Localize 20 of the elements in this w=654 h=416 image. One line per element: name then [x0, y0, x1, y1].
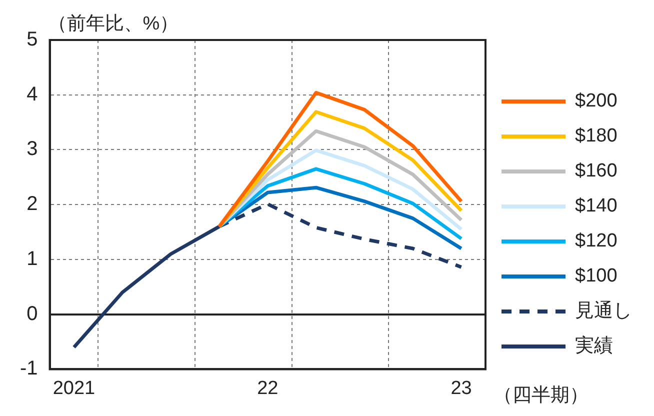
y-tick-label: -1 — [20, 358, 38, 380]
legend-label: $120 — [575, 230, 618, 252]
x-tick-label: 22 — [257, 378, 278, 399]
legend-label: $180 — [575, 126, 618, 147]
y-tick-label: 4 — [26, 83, 38, 106]
y-axis-title: （前年比、%） — [48, 14, 179, 35]
y-tick-label: 1 — [26, 248, 38, 270]
x-tick-label: 23 — [450, 378, 472, 399]
y-tick-label: 2 — [26, 193, 38, 216]
x-axis-title: （四半期） — [494, 385, 588, 406]
legend-label: $140 — [575, 196, 618, 217]
legend-label: $100 — [575, 266, 618, 287]
y-tick-label: 3 — [26, 138, 38, 160]
y-tick-label: 0 — [26, 302, 38, 325]
legend-label: $200 — [575, 90, 618, 112]
y-tick-label: 5 — [26, 28, 38, 51]
x-tick-label: 2021 — [52, 378, 96, 399]
legend-label: 見通し — [575, 300, 632, 322]
legend-label: 実績 — [575, 334, 613, 357]
legend-label: $160 — [575, 160, 618, 182]
